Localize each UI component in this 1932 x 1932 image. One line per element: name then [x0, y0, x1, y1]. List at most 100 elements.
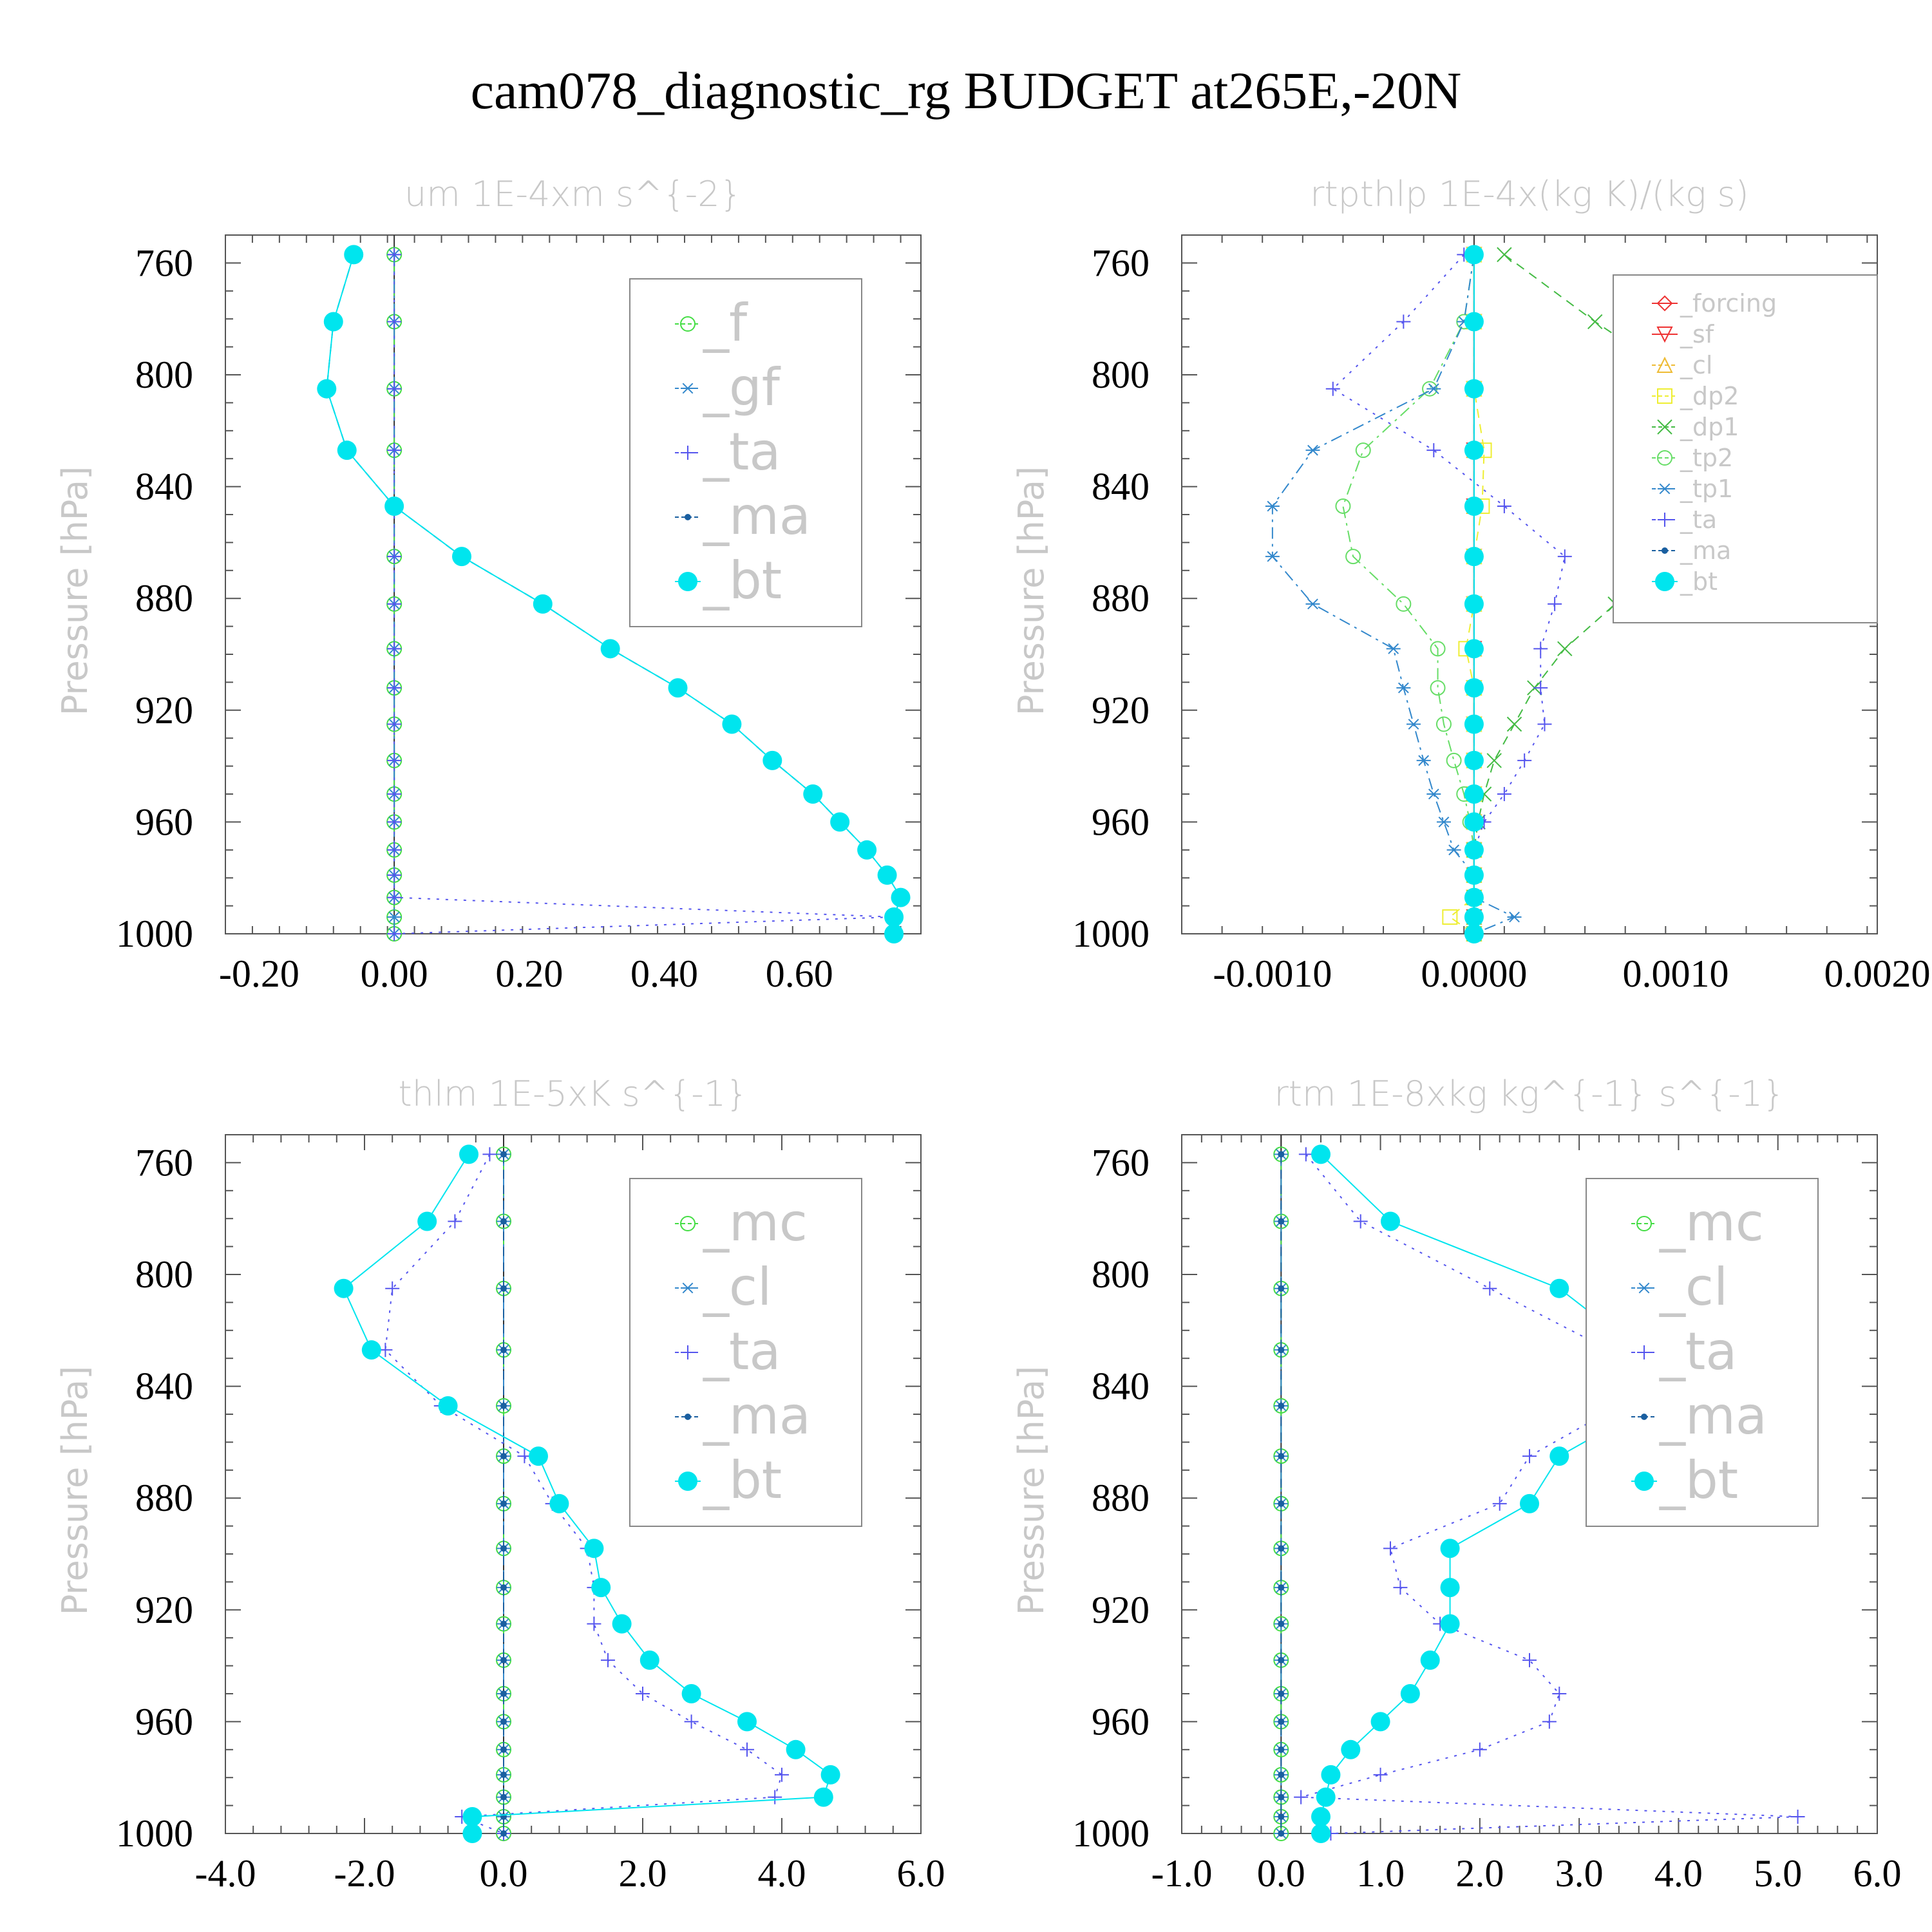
data-point-ma: [1278, 1500, 1285, 1507]
panel-2: rtpthlp 1E-4x(kg K)/(kg s) Pressure [hPa]…: [1011, 174, 1931, 995]
data-point-bt: [323, 312, 343, 332]
data-point-bt: [1440, 1578, 1460, 1598]
data-point-tp1: [1426, 383, 1441, 395]
data-point-ta: [1497, 498, 1511, 513]
legend-label: _dp1: [1680, 413, 1739, 441]
data-point-ta: [1396, 314, 1411, 329]
data-point-ta: [387, 641, 402, 656]
data-point-bt: [762, 750, 782, 770]
data-point-ta: [1393, 1580, 1408, 1595]
data-point-ta: [775, 1767, 789, 1782]
y-axis-label: Pressure [hPa]: [55, 466, 95, 715]
data-point-bt: [612, 1614, 632, 1634]
data-point-bt: [1464, 887, 1484, 907]
data-point-ta: [740, 1742, 754, 1757]
legend-label: _cl: [1659, 1257, 1728, 1317]
series-line-tp1: [1271, 254, 1516, 934]
data-point-ta: [448, 1214, 462, 1229]
data-point-bt: [639, 1650, 659, 1670]
legend-marker: [1641, 1414, 1647, 1420]
legend-marker: [681, 383, 695, 394]
y-tick-label: 840: [135, 466, 193, 508]
data-point-ma: [500, 1347, 507, 1354]
data-point-bt: [1464, 245, 1484, 265]
data-point-ma: [1278, 1151, 1285, 1158]
data-point-ma: [1278, 1656, 1285, 1663]
data-point-bt: [1321, 1765, 1341, 1785]
data-point-ta: [1298, 1147, 1313, 1162]
legend-marker: [1634, 1472, 1654, 1491]
y-tick-label: 760: [1092, 242, 1150, 284]
x-tick-label: 0.40: [630, 952, 698, 995]
legend-label: _sf: [1680, 320, 1715, 348]
data-point-tp1: [1446, 844, 1461, 856]
x-tick-label: -2.0: [334, 1852, 395, 1895]
data-point-bt: [1549, 1446, 1569, 1466]
data-point-ma: [1278, 1402, 1285, 1409]
data-point-bt: [600, 639, 620, 659]
data-point-ma: [500, 1830, 507, 1837]
data-point-ma: [500, 1545, 507, 1552]
data-point-bt: [891, 887, 911, 907]
x-tick-label: -1.0: [1151, 1852, 1213, 1895]
data-point-ma: [1278, 1584, 1285, 1591]
data-point-bt: [1464, 496, 1484, 516]
data-point-ta: [387, 314, 402, 329]
x-tick-label: 0.0020: [1824, 952, 1931, 995]
legend-label: _bt: [703, 1450, 782, 1510]
legend-label: _ta: [703, 422, 781, 482]
data-point-bt: [1464, 865, 1484, 885]
data-point-bt: [1341, 1739, 1361, 1759]
legend-box: [1613, 274, 1878, 623]
y-tick-label: 840: [1092, 1365, 1150, 1408]
data-point-bt: [830, 812, 850, 832]
data-point-bt: [1549, 1278, 1569, 1298]
data-point-ta: [684, 1714, 699, 1729]
y-tick-label: 1000: [1072, 913, 1150, 955]
data-point-bt: [529, 1446, 548, 1466]
data-point-ta: [387, 867, 402, 882]
data-point-ma: [500, 1218, 507, 1225]
data-point-bt: [1464, 547, 1484, 567]
data-point-bt: [813, 1787, 833, 1807]
data-point-bt: [1464, 924, 1484, 943]
data-point-ta: [1353, 1214, 1368, 1229]
data-point-tp1: [1265, 551, 1280, 562]
data-point-ma: [500, 1690, 507, 1697]
legend-marker: [1658, 513, 1672, 527]
data-point-ma: [500, 1620, 507, 1627]
legend-label: _ta: [1659, 1321, 1737, 1381]
data-point-bt: [737, 1712, 757, 1732]
x-tick-label: 1.0: [1356, 1852, 1405, 1895]
data-point-ta: [1537, 717, 1552, 732]
data-point-ta: [387, 381, 402, 396]
data-point-bt: [462, 1824, 482, 1843]
x-tick-label: 5.0: [1754, 1852, 1802, 1895]
data-point-ta: [1533, 681, 1548, 696]
data-point-ta: [387, 890, 402, 905]
legend-label: _ma: [1680, 536, 1731, 565]
data-point-bt: [803, 784, 823, 804]
data-point-bt: [1420, 1650, 1440, 1670]
data-point-tp2: [1396, 596, 1412, 612]
legend-marker: [1662, 547, 1668, 554]
y-axis-label: Pressure [hPa]: [55, 1366, 95, 1615]
data-point-dp1: [1486, 753, 1502, 768]
data-point-tp1: [1305, 598, 1320, 610]
y-tick-label: 1000: [116, 913, 193, 955]
y-tick-label: 960: [135, 1700, 193, 1743]
data-point-ma: [1278, 1218, 1285, 1225]
y-tick-label: 880: [135, 577, 193, 620]
legend-marker: [680, 1216, 696, 1231]
data-point-bt: [1381, 1211, 1400, 1231]
x-tick-label: 0.0: [480, 1852, 528, 1895]
x-tick-label: -4.0: [195, 1852, 256, 1895]
data-point-ta: [1383, 1541, 1397, 1556]
legend-label: _cl: [703, 1257, 772, 1317]
legend-box: [629, 1178, 862, 1527]
panel-4: rtm 1E-8xkg kg^{-1} s^{-1} Pressure [hPa]…: [1011, 1074, 1902, 1895]
legend-marker: [1637, 1282, 1651, 1294]
data-point-bt: [1464, 750, 1484, 770]
legend-label: _forcing: [1680, 289, 1777, 317]
data-point-ma: [500, 1746, 507, 1753]
